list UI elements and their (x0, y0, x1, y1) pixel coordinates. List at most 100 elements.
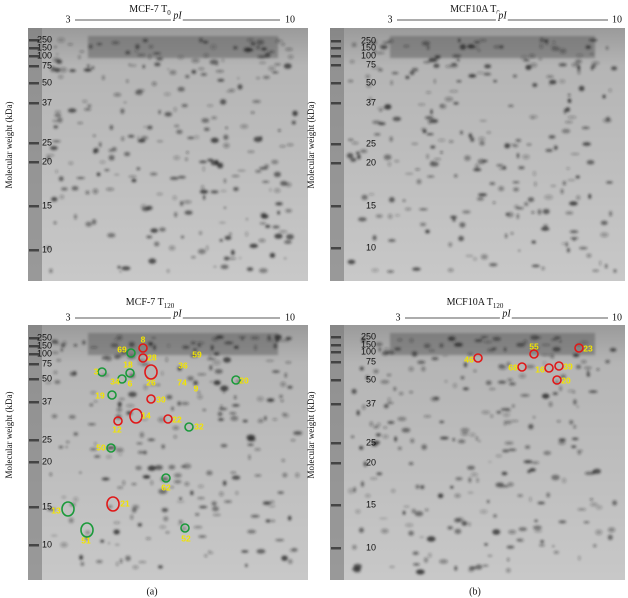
protein-spot (274, 63, 281, 66)
protein-spot (150, 228, 159, 233)
protein-spot (161, 507, 169, 513)
protein-spot (518, 527, 527, 532)
protein-spot (182, 463, 192, 469)
marker-band (29, 345, 39, 348)
protein-spot (255, 169, 262, 173)
panel-title-text: MCF10A T (447, 297, 493, 308)
protein-spot (209, 380, 214, 383)
protein-spot (516, 342, 525, 347)
protein-spot (419, 536, 425, 539)
protein-spot (287, 385, 293, 389)
panel-title-text: MCF-7 T (126, 297, 164, 308)
protein-spot (97, 43, 102, 45)
protein-spot (206, 470, 213, 476)
spot-circle (129, 408, 143, 424)
protein-spot (506, 212, 514, 218)
protein-spot (402, 199, 406, 202)
spot-label: 30 (156, 394, 166, 404)
protein-spot (484, 543, 488, 546)
spot-circle (61, 501, 75, 517)
protein-spot (495, 482, 505, 488)
protein-spot (177, 55, 184, 60)
protein-spot (54, 67, 61, 73)
protein-spot (231, 475, 241, 480)
protein-spot (602, 94, 606, 99)
protein-spot (439, 436, 449, 440)
pi-start: 3 (66, 14, 71, 25)
protein-spot (409, 391, 413, 393)
protein-spot (125, 50, 131, 55)
protein-spot (483, 341, 492, 343)
protein-spot (76, 177, 85, 179)
protein-spot (483, 72, 491, 76)
protein-spot (233, 395, 237, 400)
protein-spot (52, 119, 59, 123)
protein-spot (452, 54, 462, 58)
protein-spot (411, 142, 419, 145)
protein-spot (492, 529, 501, 535)
spot-label: 39 (563, 361, 573, 371)
protein-spot (512, 404, 515, 408)
protein-spot (126, 404, 135, 408)
protein-spot (534, 181, 537, 187)
protein-spot (414, 511, 424, 517)
protein-spot (262, 212, 267, 217)
protein-spot (513, 187, 519, 192)
protein-spot (121, 266, 131, 271)
protein-spot (54, 113, 62, 118)
protein-spot (529, 468, 536, 472)
protein-spot (512, 74, 517, 78)
protein-spot (59, 67, 68, 73)
protein-spot (173, 473, 182, 478)
protein-spot (607, 534, 613, 541)
protein-spot (516, 152, 520, 159)
protein-spot (411, 67, 419, 72)
protein-spot (477, 49, 481, 52)
spot-circle (97, 367, 107, 377)
protein-spot (505, 568, 511, 573)
protein-spot (100, 539, 105, 543)
protein-spot (605, 116, 610, 122)
protein-spot (581, 360, 587, 364)
protein-spot (538, 57, 543, 61)
protein-spot (355, 509, 361, 514)
protein-spot (61, 187, 68, 191)
protein-spot (524, 202, 529, 207)
mw-tick-label: 150 (361, 339, 376, 349)
protein-spot (522, 154, 530, 160)
protein-spot (73, 344, 77, 347)
protein-spot (549, 353, 555, 358)
protein-spot (111, 41, 120, 45)
protein-spot (158, 565, 163, 569)
protein-spot (368, 193, 375, 196)
protein-spot (208, 550, 211, 554)
protein-spot (153, 344, 156, 351)
protein-spot (478, 136, 486, 142)
protein-spot (87, 423, 96, 426)
protein-spot (576, 53, 584, 57)
spot-circle (552, 375, 562, 385)
protein-spot (66, 441, 70, 443)
protein-spot (198, 37, 204, 43)
protein-spot (371, 444, 378, 447)
protein-spot (421, 41, 430, 46)
protein-spot (373, 425, 379, 429)
protein-spot (268, 66, 276, 71)
protein-spot (148, 258, 157, 264)
protein-spot (456, 80, 462, 83)
protein-spot (383, 404, 389, 409)
protein-spot (51, 197, 58, 202)
protein-spot (481, 410, 490, 414)
protein-spot (416, 179, 422, 185)
protein-spot (277, 491, 284, 494)
protein-spot (197, 497, 205, 500)
protein-spot (131, 178, 137, 183)
protein-spot (389, 566, 395, 568)
protein-spot (127, 134, 135, 138)
protein-spot (286, 234, 294, 240)
protein-spot (456, 58, 460, 62)
protein-spot (452, 218, 456, 222)
spot-circle (126, 348, 136, 358)
mw-tick-label: 20 (42, 156, 52, 166)
protein-spot (586, 160, 595, 165)
